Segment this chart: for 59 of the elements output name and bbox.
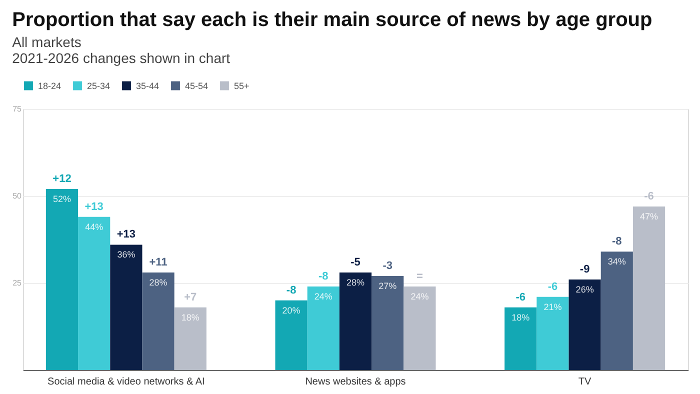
data-label: 44%: [85, 222, 104, 232]
y-tick-label: 50: [12, 192, 22, 200]
data-label: 20%: [282, 305, 300, 316]
data-label: 18%: [512, 312, 530, 322]
data-label: 24%: [410, 291, 429, 302]
y-tick-label: 25: [12, 278, 22, 288]
legend-label: 55+: [234, 80, 250, 91]
annotation: +13: [84, 200, 104, 213]
annotation: +13: [116, 228, 136, 241]
bar: [568, 280, 601, 370]
annotation: -9: [580, 264, 590, 276]
data-label: 18%: [181, 312, 200, 322]
annotation: =: [416, 270, 423, 282]
bar: [307, 286, 340, 370]
bar: [536, 296, 569, 370]
annotation: +12: [52, 173, 72, 186]
data-label: 34%: [608, 256, 626, 267]
bar: [339, 272, 372, 370]
bar: [110, 244, 142, 370]
annotation: +7: [184, 291, 197, 304]
text: 2021-2026 changes shown in chart: [12, 50, 230, 66]
data-label: 26%: [576, 284, 594, 295]
bar: [142, 272, 174, 370]
data-label: 21%: [544, 302, 562, 312]
bar: [600, 252, 633, 370]
annotation: -3: [382, 260, 392, 272]
data-label: 27%: [378, 281, 397, 292]
x-tick-label: TV: [578, 376, 592, 388]
text: All markets: [12, 34, 82, 50]
bar: [632, 206, 666, 370]
bar: [504, 307, 537, 370]
legend-label: 45-54: [185, 80, 208, 91]
legend-label: 35-44: [136, 80, 160, 91]
bar: [174, 307, 206, 370]
bar: [78, 216, 110, 370]
data-label: 36%: [117, 250, 136, 260]
annotation: -8: [612, 236, 622, 248]
x-tick-label: Social media & video networks & AI: [48, 376, 205, 388]
annotation: -8: [318, 270, 328, 282]
chart-title: Proportion that say each is their main source of news by age group: [12, 9, 652, 31]
data-label: 24%: [314, 291, 332, 302]
data-label: 28%: [346, 278, 365, 288]
data-label: 52%: [52, 194, 71, 204]
data-label: 28%: [149, 278, 168, 288]
bar: [275, 300, 308, 370]
legend-label: 18-24: [38, 80, 62, 91]
annotation: -5: [350, 256, 360, 269]
x-tick-label: News websites & apps: [305, 376, 406, 388]
annotation: -6: [548, 280, 558, 293]
legend-label: 25-34: [87, 80, 110, 91]
bar: [46, 189, 78, 370]
bar: [404, 286, 436, 370]
annotation: +11: [149, 256, 168, 269]
y-tick-label: 75: [12, 104, 22, 114]
bar: [372, 276, 404, 370]
annotation: -8: [286, 284, 296, 296]
annotation: -6: [644, 190, 654, 202]
annotation: -6: [516, 291, 526, 304]
data-label: 47%: [640, 211, 658, 222]
